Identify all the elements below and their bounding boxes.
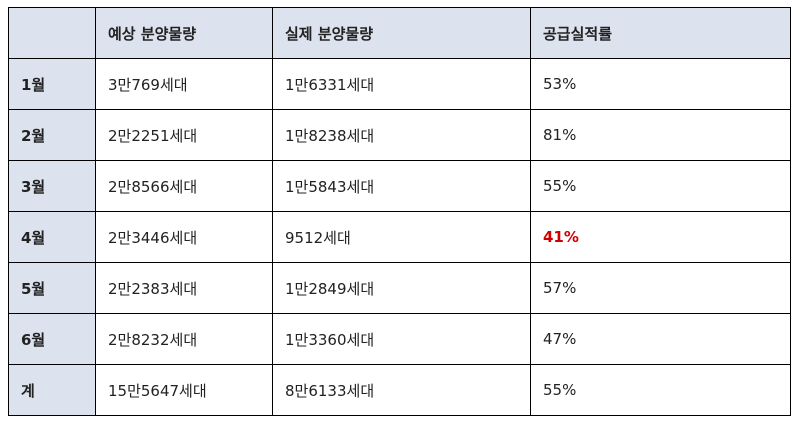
table-cell: 41%: [530, 211, 791, 263]
row-label: 1월: [8, 58, 96, 110]
corner-cell: [8, 7, 96, 59]
row-label: 3월: [8, 160, 96, 212]
header-row: 예상 분양물량 실제 분양물량 공급실적률: [8, 7, 791, 59]
row-label: 계: [8, 364, 96, 416]
table-cell: 9512세대: [272, 211, 531, 263]
table-head: 예상 분양물량 실제 분양물량 공급실적률: [8, 7, 791, 59]
table-row: 2월 2만2251세대 1만8238세대 81%: [8, 109, 791, 161]
table-row: 5월 2만2383세대 1만2849세대 57%: [8, 262, 791, 314]
table-cell: 55%: [530, 364, 791, 416]
table-row: 계 15만5647세대 8만6133세대 55%: [8, 364, 791, 416]
table-cell: 8만6133세대: [272, 364, 531, 416]
table-cell: 81%: [530, 109, 791, 161]
table-cell: 57%: [530, 262, 791, 314]
table-cell: 1만5843세대: [272, 160, 531, 212]
table-cell: 2만3446세대: [95, 211, 273, 263]
table-cell: 2만2383세대: [95, 262, 273, 314]
table-cell: 15만5647세대: [95, 364, 273, 416]
table-cell: 3만769세대: [95, 58, 273, 110]
row-label: 4월: [8, 211, 96, 263]
table-cell: 1만8238세대: [272, 109, 531, 161]
column-header: 실제 분양물량: [272, 7, 531, 59]
table-cell: 47%: [530, 313, 791, 365]
table-cell: 2만8232세대: [95, 313, 273, 365]
table-cell: 1만3360세대: [272, 313, 531, 365]
table-row: 3월 2만8566세대 1만5843세대 55%: [8, 160, 791, 212]
table-cell: 1만2849세대: [272, 262, 531, 314]
row-label: 6월: [8, 313, 96, 365]
table-body: 1월 3만769세대 1만6331세대 53% 2월 2만2251세대 1만8238세대 81…: [8, 58, 791, 416]
supply-table: 예상 분양물량 실제 분양물량 공급실적률 1월 3만769세대 1만6331세대 53%…: [8, 7, 791, 416]
row-label: 2월: [8, 109, 96, 161]
column-header: 예상 분양물량: [95, 7, 273, 59]
table-cell: 55%: [530, 160, 791, 212]
table-cell: 2만8566세대: [95, 160, 273, 212]
table-row: 1월 3만769세대 1만6331세대 53%: [8, 58, 791, 110]
table-cell: 53%: [530, 58, 791, 110]
column-header: 공급실적률: [530, 7, 791, 59]
row-label: 5월: [8, 262, 96, 314]
table-row: 6월 2만8232세대 1만3360세대 47%: [8, 313, 791, 365]
table-cell: 1만6331세대: [272, 58, 531, 110]
table-cell: 2만2251세대: [95, 109, 273, 161]
table-row: 4월 2만3446세대 9512세대 41%: [8, 211, 791, 263]
